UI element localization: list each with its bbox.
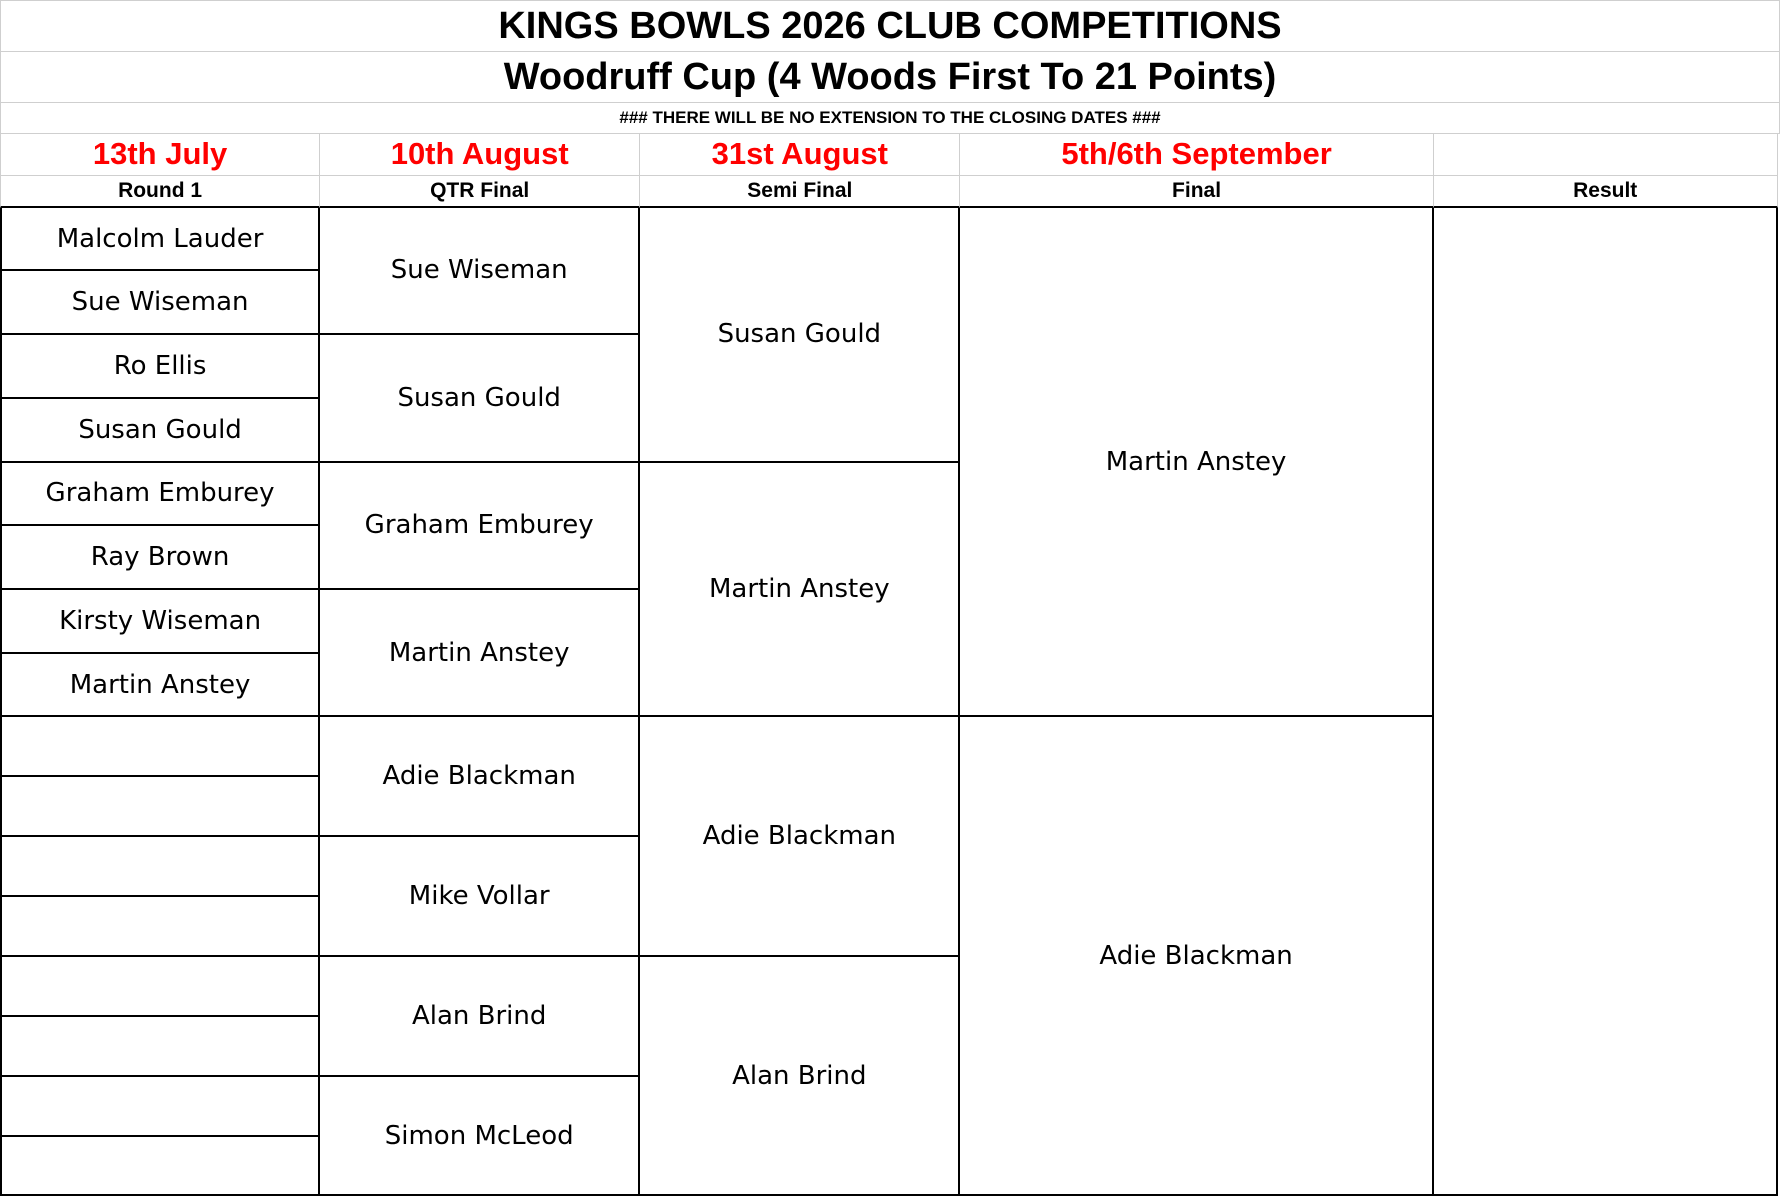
player-slot: Kirsty Wiseman: [0, 590, 321, 654]
player-slot: Simon McLeod: [320, 1076, 641, 1197]
round-date: 13th July: [0, 133, 321, 176]
player-slot: Adie Blackman: [320, 717, 641, 838]
empty-slot: [0, 717, 321, 778]
player-slot: Ro Ellis: [0, 335, 321, 399]
player-slot: Sue Wiseman: [320, 207, 641, 336]
player-slot: Graham Emburey: [0, 462, 321, 527]
player-slot: Adie Blackman: [640, 717, 961, 957]
player-slot: Malcolm Lauder: [0, 207, 321, 272]
round-label: QTR Final: [320, 175, 641, 208]
empty-slot: [0, 837, 321, 898]
empty-slot: [0, 1136, 321, 1197]
result-slot: [1433, 207, 1778, 1197]
player-slot: Alan Brind: [640, 956, 961, 1197]
player-slot: Martin Anstey: [640, 462, 961, 718]
player-slot: Susan Gould: [640, 207, 961, 463]
round-date: 31st August: [640, 133, 961, 176]
empty-slot: [0, 1016, 321, 1077]
subtitle: Woodruff Cup (4 Woods First To 21 Points…: [0, 52, 1780, 104]
empty-slot: [0, 1076, 321, 1137]
title: KINGS BOWLS 2026 CLUB COMPETITIONS: [0, 0, 1780, 53]
empty-slot: [0, 777, 321, 838]
empty-slot: [0, 897, 321, 957]
round-date: [1433, 133, 1778, 176]
player-slot: Graham Emburey: [320, 462, 641, 591]
player-slot: Sue Wiseman: [0, 271, 321, 336]
round-date: 5th/6th September: [960, 133, 1434, 176]
round-label: Result: [1433, 175, 1778, 208]
round-label: Round 1: [0, 175, 321, 208]
round-date: 10th August: [320, 133, 641, 176]
empty-slot: [0, 956, 321, 1017]
player-slot: Martin Anstey: [960, 207, 1434, 718]
player-slot: Susan Gould: [320, 335, 641, 463]
player-slot: Ray Brown: [0, 526, 321, 590]
player-slot: Alan Brind: [320, 956, 641, 1077]
player-slot: Martin Anstey: [320, 590, 641, 718]
player-slot: Martin Anstey: [0, 653, 321, 718]
player-slot: Adie Blackman: [960, 717, 1434, 1197]
round-label: Final: [960, 175, 1434, 208]
round-label: Semi Final: [640, 175, 961, 208]
player-slot: Mike Vollar: [320, 837, 641, 957]
notice: ### THERE WILL BE NO EXTENSION TO THE CL…: [0, 103, 1780, 134]
player-slot: Susan Gould: [0, 398, 321, 463]
